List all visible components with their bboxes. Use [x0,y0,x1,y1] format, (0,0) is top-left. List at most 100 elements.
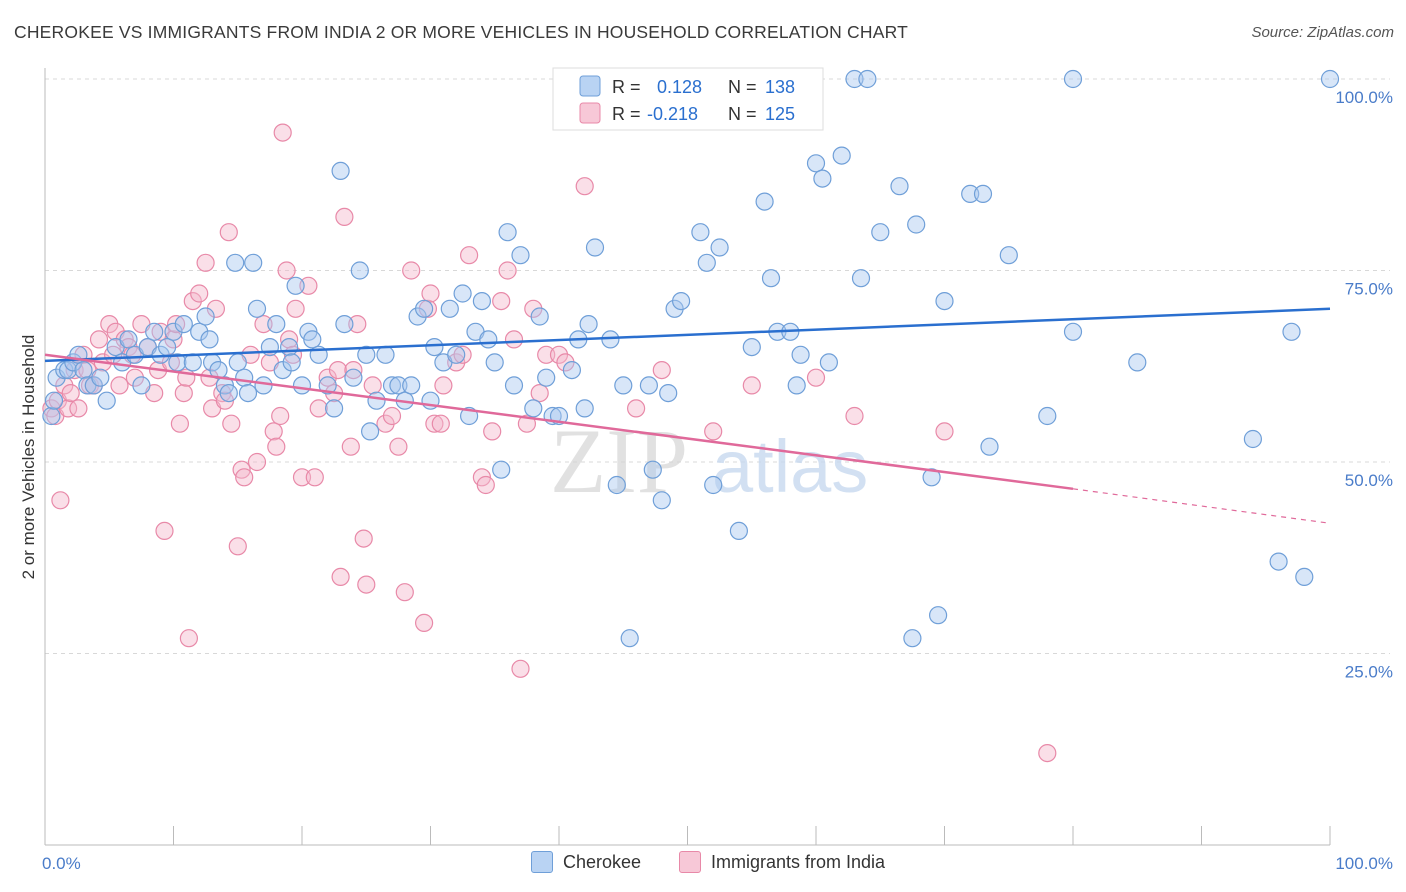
india-point [61,384,80,403]
india-point [483,422,502,441]
cherokee-point [1320,69,1340,89]
cherokee-point [907,215,926,234]
cherokee-point [1269,552,1288,571]
india-point [418,299,437,318]
cherokee-point [1243,429,1263,449]
legend-r-value-2: -0.218 [647,104,698,124]
legend-swatch-india [579,102,601,124]
legend-r-label-1: R = [612,77,641,97]
cherokee-point [652,491,671,510]
india-point [575,177,594,196]
india-point [382,406,402,426]
cherokee-point [575,399,594,418]
cherokee-point [704,475,723,495]
india-point [328,361,348,380]
cherokee-point [791,345,810,364]
cherokee-point [196,307,215,326]
y-tick-label: 75.0% [1345,280,1393,299]
cherokee-point [492,460,511,479]
cherokee-point [402,376,421,395]
cherokee-point [643,460,662,479]
cherokee-point [537,368,556,387]
legend-item-india: Immigrants from India [679,851,885,873]
cherokee-point [453,284,472,303]
india-point [511,659,530,678]
cherokee-point [235,368,254,387]
india-point [421,284,440,303]
india-point [254,315,273,334]
cherokee-point [819,353,839,372]
cherokee-point [254,376,273,395]
cherokee-point [357,345,376,364]
india-point [537,345,556,364]
cherokee-point [585,238,605,257]
india-point [264,422,283,441]
india-point [447,353,466,372]
india-point [626,399,646,418]
india-point [183,292,202,311]
cherokee-point [928,606,948,625]
cherokee-point [1038,406,1057,426]
legend-n-label-1: N = [728,77,757,97]
cherokee-point [219,384,238,403]
cherokee-point [620,629,639,648]
cherokee-point [671,292,691,311]
chart-source: Source: ZipAtlas.com [1251,24,1394,41]
legend-swatch-india-bottom [679,851,701,873]
india-point [492,292,511,311]
cherokee-point [303,330,322,349]
cherokee-point [91,368,110,387]
cherokee-point [286,276,305,295]
india-point [357,575,376,594]
cherokee-point [922,468,941,487]
cherokee-point [190,322,209,341]
cherokee-point [742,338,761,357]
india-point [206,299,225,318]
india-point [69,399,88,418]
legend-label-cherokee: Cherokee [563,851,642,872]
cherokee-point [659,384,678,403]
y-tick-label: 50.0% [1345,471,1393,490]
cherokee-point [44,391,64,410]
legend-label-india: Immigrants from India [711,851,886,872]
legend-n-value-1: 138 [765,77,795,97]
india-point [431,414,450,433]
cherokee-point [961,184,980,203]
india-point [277,261,296,280]
india-point [305,468,324,487]
india-point [517,414,537,433]
cherokee-point [935,292,954,311]
india-point [341,437,360,456]
india-point [89,330,109,349]
y-tick-label: 25.0% [1345,663,1393,682]
cherokee-point [1128,353,1147,372]
cherokee-point [447,345,466,364]
cherokee-point [1063,69,1083,89]
india-point [354,529,373,548]
cherokee-point [344,368,363,387]
india-point [460,246,479,265]
cherokee-point [980,437,999,456]
cherokee-point [367,391,386,410]
watermark-zip: ZIP [550,410,688,512]
cherokee-point [485,353,504,372]
cherokee-point [74,361,93,380]
india-point [247,452,267,472]
cherokee-point [42,406,61,426]
cherokee-point [903,629,922,648]
india-point [331,567,350,587]
india-point [335,207,354,226]
cherokee-point [697,253,716,272]
cherokee-point [973,184,993,203]
india-point [476,475,495,495]
india-point [51,491,70,510]
india-point [292,468,312,487]
cherokee-point [851,269,871,288]
india-point [348,315,367,334]
cherokee-point [579,315,598,334]
cherokee-point [183,353,202,372]
legend-r-value-1: 0.128 [657,77,702,97]
india-trend-line-extrapolated [1072,488,1331,524]
cherokee-point [440,299,459,318]
